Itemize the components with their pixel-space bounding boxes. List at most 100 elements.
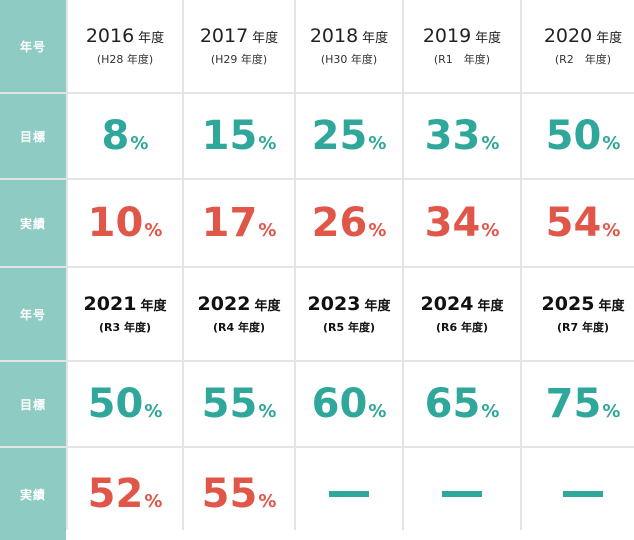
year-value: 2017 bbox=[199, 24, 249, 47]
era-label: (R3 年度) bbox=[98, 321, 151, 335]
era-label: (R7 年度) bbox=[556, 321, 609, 335]
result-cell: 52% bbox=[68, 448, 182, 540]
percent-unit: % bbox=[368, 220, 387, 241]
year-cell: 2020 年度 (R2 年度) bbox=[522, 0, 634, 92]
era-label: (R2 年度) bbox=[554, 53, 612, 67]
nendo-label: 年度 bbox=[362, 30, 389, 46]
target-cell: 33% bbox=[404, 94, 520, 178]
target-value: 50 bbox=[545, 113, 602, 159]
result-cell bbox=[404, 448, 520, 540]
year-cell: 2019 年度 (R1 年度) bbox=[404, 0, 520, 92]
percent-unit: % bbox=[602, 220, 621, 241]
row-header-label: 実績 bbox=[19, 487, 46, 502]
era-label: (R6 年度) bbox=[435, 321, 488, 335]
target-value: 50 bbox=[87, 381, 144, 427]
year-value: 2022 bbox=[197, 292, 251, 315]
row-header-label: 年号 bbox=[19, 39, 46, 54]
percent-unit: % bbox=[258, 133, 277, 154]
percent-unit: % bbox=[481, 133, 500, 154]
year-cell: 2024 年度 (R6 年度) bbox=[404, 268, 520, 360]
year-cell: 2018 年度 (H30 年度) bbox=[296, 0, 402, 92]
percent-unit: % bbox=[144, 491, 163, 512]
era-label: (R1 年度) bbox=[433, 53, 491, 67]
result-cell: 34% bbox=[404, 180, 520, 266]
target-cell: 60% bbox=[296, 362, 402, 446]
nendo-label: 年度 bbox=[252, 30, 279, 46]
target-value: 8 bbox=[101, 113, 130, 159]
year-cell: 2023 年度 (R5 年度) bbox=[296, 268, 402, 360]
year-cell: 2022 年度 (R4 年度) bbox=[184, 268, 294, 360]
percent-unit: % bbox=[258, 401, 277, 422]
result-value: 34 bbox=[424, 200, 481, 246]
nendo-label: 年度 bbox=[364, 298, 391, 314]
nendo-label: 年度 bbox=[475, 30, 502, 46]
percent-unit: % bbox=[144, 401, 163, 422]
year-value: 2024 bbox=[420, 292, 474, 315]
result-cell: 54% bbox=[522, 180, 634, 266]
year-cell: 2021 年度 (R3 年度) bbox=[68, 268, 182, 360]
target-value: 33 bbox=[424, 113, 481, 159]
percent-unit: % bbox=[368, 133, 387, 154]
percent-unit: % bbox=[368, 401, 387, 422]
percent-unit: % bbox=[130, 133, 149, 154]
percent-unit: % bbox=[481, 401, 500, 422]
nendo-label: 年度 bbox=[140, 298, 167, 314]
no-data-dash bbox=[329, 491, 369, 497]
row-header-result: 実績 bbox=[0, 180, 66, 266]
year-value: 2019 bbox=[422, 24, 472, 47]
nendo-label: 年度 bbox=[596, 30, 623, 46]
row-header-target: 目標 bbox=[0, 362, 66, 446]
target-cell: 65% bbox=[404, 362, 520, 446]
target-value: 25 bbox=[311, 113, 368, 159]
year-cell: 2025 年度 (R7 年度) bbox=[522, 268, 634, 360]
nendo-label: 年度 bbox=[254, 298, 281, 314]
percent-unit: % bbox=[258, 220, 277, 241]
era-label: (R4 年度) bbox=[212, 321, 265, 335]
result-value: 55 bbox=[201, 471, 258, 517]
result-cell: 17% bbox=[184, 180, 294, 266]
result-cell: 55% bbox=[184, 448, 294, 540]
era-label: (R5 年度) bbox=[322, 321, 375, 335]
target-cell: 50% bbox=[522, 94, 634, 178]
result-value: 26 bbox=[311, 200, 368, 246]
result-cell: 26% bbox=[296, 180, 402, 266]
year-value: 2020 bbox=[543, 24, 593, 47]
result-value: 52 bbox=[87, 471, 144, 517]
era-label: (H30 年度) bbox=[320, 53, 378, 67]
year-value: 2016 bbox=[85, 24, 135, 47]
nendo-label: 年度 bbox=[598, 298, 625, 314]
year-value: 2018 bbox=[309, 24, 359, 47]
result-value: 17 bbox=[201, 200, 258, 246]
year-cell: 2016 年度 (H28 年度) bbox=[68, 0, 182, 92]
target-value: 65 bbox=[424, 381, 481, 427]
target-cell: 55% bbox=[184, 362, 294, 446]
year-value: 2021 bbox=[83, 292, 137, 315]
percent-unit: % bbox=[258, 491, 277, 512]
percent-unit: % bbox=[602, 133, 621, 154]
target-value: 15 bbox=[201, 113, 258, 159]
row-header-label: 目標 bbox=[19, 397, 46, 412]
no-data-dash bbox=[563, 491, 603, 497]
row-header-year: 年号 bbox=[0, 0, 66, 92]
target-value: 75 bbox=[545, 381, 602, 427]
result-cell bbox=[522, 448, 634, 540]
target-cell: 8% bbox=[68, 94, 182, 178]
result-value: 54 bbox=[545, 200, 602, 246]
target-value: 60 bbox=[311, 381, 368, 427]
row-header-label: 年号 bbox=[19, 307, 46, 322]
year-cell: 2017 年度 (H29 年度) bbox=[184, 0, 294, 92]
era-label: (H28 年度) bbox=[96, 53, 154, 67]
year-value: 2023 bbox=[307, 292, 361, 315]
nendo-label: 年度 bbox=[138, 30, 165, 46]
no-data-dash bbox=[442, 491, 482, 497]
nendo-label: 年度 bbox=[477, 298, 504, 314]
percent-unit: % bbox=[481, 220, 500, 241]
result-cell: 10% bbox=[68, 180, 182, 266]
row-header-year: 年号 bbox=[0, 268, 66, 360]
percent-unit: % bbox=[602, 401, 621, 422]
percent-unit: % bbox=[144, 220, 163, 241]
target-cell: 15% bbox=[184, 94, 294, 178]
year-value: 2025 bbox=[541, 292, 595, 315]
target-value: 55 bbox=[201, 381, 258, 427]
